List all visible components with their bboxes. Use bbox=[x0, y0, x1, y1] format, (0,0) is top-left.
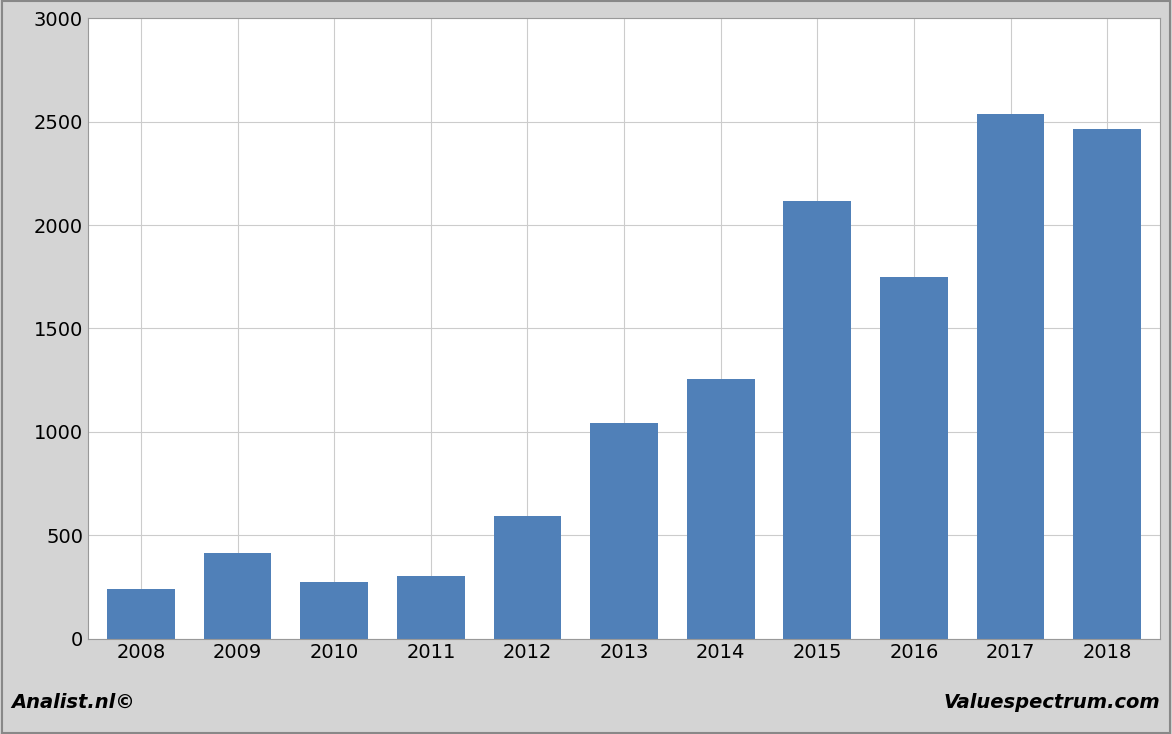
Bar bbox=[591, 423, 657, 639]
Bar bbox=[300, 582, 368, 639]
Bar bbox=[397, 575, 464, 639]
Bar bbox=[784, 201, 851, 639]
Bar bbox=[107, 589, 175, 639]
Bar bbox=[880, 277, 948, 639]
Text: Valuespectrum.com: Valuespectrum.com bbox=[943, 694, 1160, 712]
Bar bbox=[687, 379, 755, 639]
Bar bbox=[493, 515, 561, 639]
Bar bbox=[1074, 129, 1142, 639]
Bar bbox=[204, 553, 272, 639]
Text: Analist.nl©: Analist.nl© bbox=[12, 694, 136, 712]
Bar bbox=[976, 115, 1044, 639]
